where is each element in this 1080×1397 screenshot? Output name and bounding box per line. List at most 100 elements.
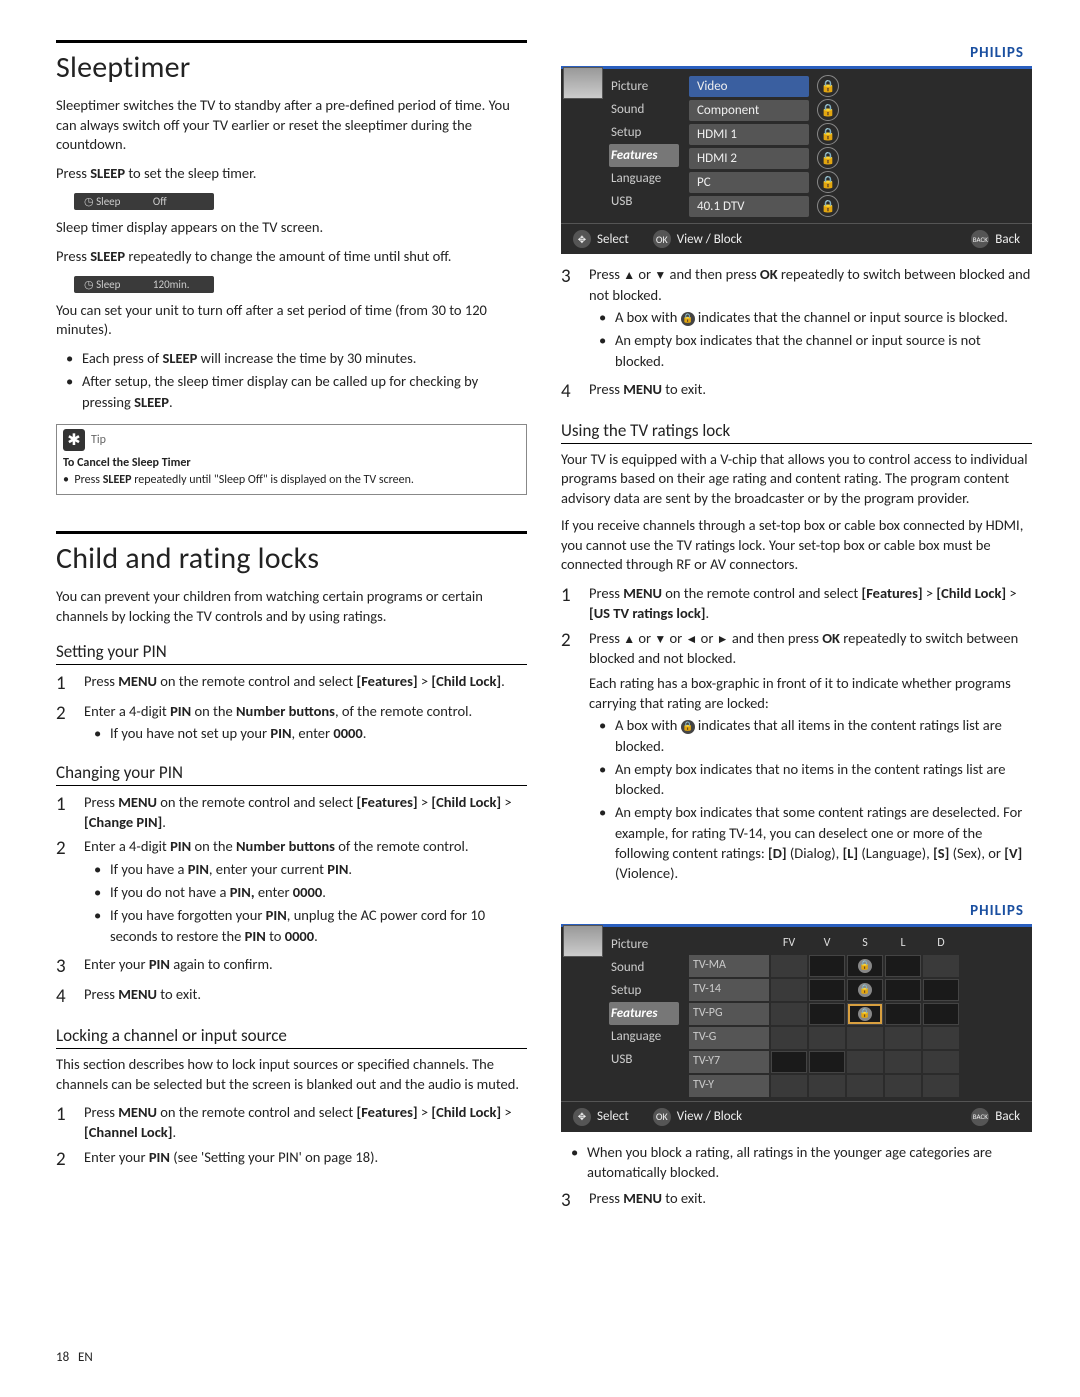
- osd-menu-item: Setup: [609, 121, 679, 144]
- rating-cell: [771, 1075, 807, 1097]
- lock-icon: 🔒: [817, 147, 839, 169]
- osd-source-name: HDMI 2: [689, 148, 809, 169]
- sleep-press-2: Press SLEEP repeatedly to change the amo…: [56, 246, 527, 266]
- rating-row-name: TV-14: [689, 979, 769, 1001]
- osd-pill-sleep-off: ◷ Sleep Off: [74, 193, 214, 210]
- rating-cell: [923, 1003, 959, 1025]
- rating-col-header: S: [847, 933, 883, 953]
- childlock-intro: You can prevent your children from watch…: [56, 587, 527, 626]
- rating-cell: [771, 1051, 807, 1073]
- lock-icon: 🔒: [817, 123, 839, 145]
- footer-view: View / Block: [677, 1109, 742, 1124]
- tv-icon: [563, 67, 603, 99]
- left-column: Sleeptimer Sleeptimer switches the TV to…: [56, 40, 527, 1225]
- rating-col-header: D: [923, 933, 959, 953]
- rating-row-name: TV-G: [689, 1027, 769, 1049]
- rating-cell: 🔒: [847, 979, 883, 1001]
- rating-row-name: TV-Y: [689, 1075, 769, 1097]
- osd-source-row: 40.1 DTV🔒: [689, 195, 1024, 217]
- footer-select: Select: [597, 1109, 629, 1124]
- after-osd2-bullet: When you block a rating, all ratings in …: [561, 1142, 1032, 1183]
- rating-cell: [809, 1075, 845, 1097]
- tvrating-p1: Your TV is equipped with a V-chip that a…: [561, 450, 1032, 509]
- osd-source-row: PC🔒: [689, 171, 1024, 193]
- sleep-bullets: Each press of SLEEP will increase the ti…: [56, 348, 527, 412]
- tv-ratings-heading: Using the TV ratings lock: [561, 420, 1032, 444]
- lock-icon: 🔒: [817, 75, 839, 97]
- childlock-heading: Child and rating locks: [56, 540, 527, 577]
- rating-cell: [923, 955, 959, 977]
- rating-cell: [809, 1003, 845, 1025]
- sleep-press-1: Press SLEEP to set the sleep timer.: [56, 163, 527, 183]
- sleep-display-note: Sleep timer display appears on the TV sc…: [56, 218, 527, 238]
- osd-menu-item: Picture: [609, 933, 679, 956]
- footer-back: Back: [995, 232, 1020, 247]
- rating-cell: [809, 1051, 845, 1073]
- rating-col-header: L: [885, 933, 921, 953]
- rating-cell: [923, 979, 959, 1001]
- rating-row-name: TV-PG: [689, 1003, 769, 1025]
- lock-icon: 🔒: [858, 959, 872, 973]
- rating-cell: 🔒: [847, 1003, 883, 1025]
- sleep-range: You can set your unit to turn off after …: [56, 301, 527, 340]
- rating-cell: [847, 1051, 883, 1073]
- tvrating-p2: If you receive channels through a set-to…: [561, 516, 1032, 575]
- clock-icon: ◷: [84, 278, 94, 291]
- tip-body: • Press SLEEP repeatedly until "Sleep Of…: [63, 472, 520, 489]
- rating-cell: [847, 1075, 883, 1097]
- rating-cell: [923, 1075, 959, 1097]
- right-steps-3-4: 3 Press ▲ or ▼ and then press OK repeate…: [561, 264, 1032, 406]
- rating-cell: [885, 1027, 921, 1049]
- rating-cell: [923, 1051, 959, 1073]
- locking-channel-heading: Locking a channel or input source: [56, 1025, 527, 1049]
- rating-cell: [771, 955, 807, 977]
- osd-source-name: Component: [689, 100, 809, 121]
- footer-select: Select: [597, 232, 629, 247]
- osd-source-row: Video 🔒: [689, 75, 1024, 97]
- osd-channel-lock: PHILIPS PictureSoundSetupFeaturesLanguag…: [561, 40, 1032, 254]
- osd-menu-item: USB: [609, 190, 679, 213]
- rating-cell: [809, 979, 845, 1001]
- rating-cell: [771, 1027, 807, 1049]
- setting-pin-heading: Setting your PIN: [56, 641, 527, 665]
- osd-source-name: 40.1 DTV: [689, 196, 809, 217]
- osd-pill-sleep-120: ◷ Sleep 120min.: [74, 276, 214, 293]
- rating-cell: [885, 1075, 921, 1097]
- osd-source-name: Video: [689, 76, 809, 97]
- brand-logo: PHILIPS: [561, 40, 1032, 66]
- page-footer: 18 EN: [56, 1350, 93, 1365]
- rating-cell: [847, 1027, 883, 1049]
- rule: [56, 40, 527, 43]
- osd-menu-item: Sound: [609, 956, 679, 979]
- osd-menu-item: Language: [609, 1025, 679, 1048]
- tv-icon: [563, 925, 603, 957]
- back-icon: BACK: [971, 230, 989, 248]
- rating-cell: 🔒: [847, 955, 883, 977]
- locking-channel-intro: This section describes how to lock input…: [56, 1055, 527, 1094]
- tvrating-steps: 1 Press MENU on the remote control and s…: [561, 583, 1032, 888]
- tip-star-icon: ✱: [63, 429, 85, 451]
- rating-cell: [809, 955, 845, 977]
- brand-logo: PHILIPS: [561, 898, 1032, 924]
- osd-menu-item: Sound: [609, 98, 679, 121]
- rule: [56, 531, 527, 534]
- rating-cell: [885, 979, 921, 1001]
- osd-menu-item: Features: [609, 1002, 679, 1025]
- osd-menu-item: Setup: [609, 979, 679, 1002]
- osd-source-row: HDMI 1🔒: [689, 123, 1024, 145]
- ok-icon: OK: [653, 230, 671, 248]
- footer-view: View / Block: [677, 232, 742, 247]
- rating-cell: [809, 1027, 845, 1049]
- sleeptimer-heading: Sleeptimer: [56, 49, 527, 86]
- osd-menu-item: Language: [609, 167, 679, 190]
- footer-back: Back: [995, 1109, 1020, 1124]
- locking-channel-steps: 1 Press MENU on the remote control and s…: [56, 1102, 527, 1173]
- osd-source-row: Component🔒: [689, 99, 1024, 121]
- changing-pin-heading: Changing your PIN: [56, 762, 527, 786]
- rating-col-header: FV: [771, 933, 807, 953]
- rating-cell: [771, 1003, 807, 1025]
- right-column: PHILIPS PictureSoundSetupFeaturesLanguag…: [561, 40, 1032, 1225]
- lock-icon: 🔒: [858, 1007, 872, 1021]
- rating-col-header: V: [809, 933, 845, 953]
- rating-row-name: TV-MA: [689, 955, 769, 977]
